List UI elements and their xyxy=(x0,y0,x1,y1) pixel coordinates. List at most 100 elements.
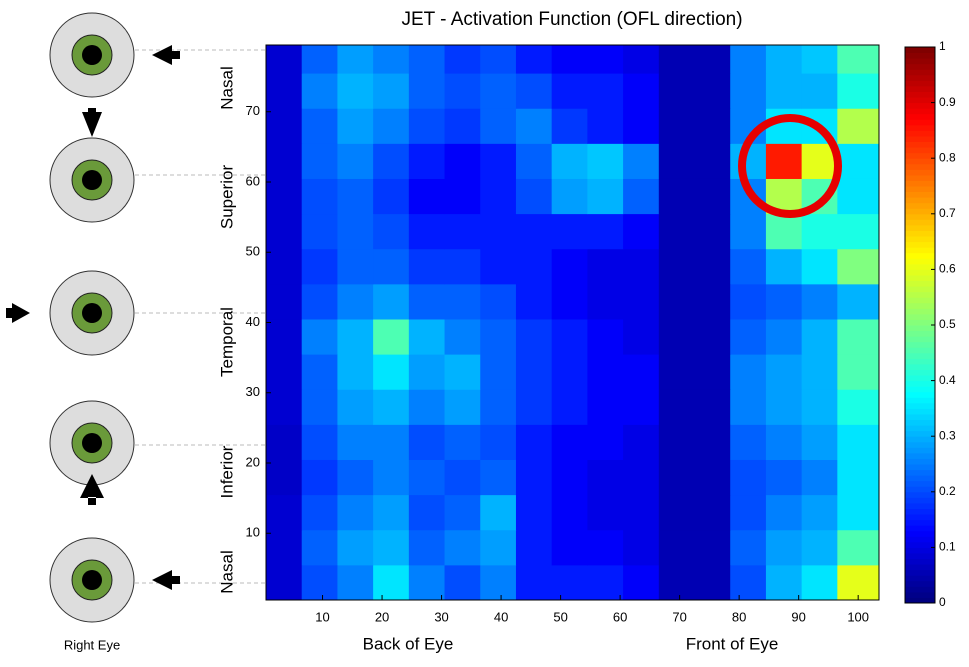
heatmap-cell xyxy=(837,459,880,496)
colorbar-segment xyxy=(905,47,935,54)
colorbar-segment xyxy=(905,375,935,382)
heatmap-cell xyxy=(623,494,660,531)
heatmap-cell xyxy=(658,354,696,390)
heatmap-cell xyxy=(444,564,481,601)
heatmap-cell xyxy=(587,494,624,531)
colorbar-segment xyxy=(905,124,935,131)
heatmap-cell xyxy=(337,564,374,601)
x-region-label: Back of Eye xyxy=(363,634,454,653)
heatmap-cell xyxy=(480,318,517,355)
heatmap-cell xyxy=(837,529,880,566)
heatmap-cell xyxy=(444,459,481,496)
colorbar-segment xyxy=(905,330,935,337)
heatmap-cell xyxy=(515,108,553,144)
heatmap-cell xyxy=(337,143,374,179)
heatmap-cell xyxy=(373,283,410,320)
y-tick-label: 10 xyxy=(246,525,260,540)
colorbar-segment xyxy=(905,286,935,293)
heatmap-cell xyxy=(658,283,696,320)
heatmap-cell xyxy=(266,213,303,250)
heatmap-cell xyxy=(301,459,338,496)
heatmap-cell xyxy=(765,143,803,179)
heatmap-cell xyxy=(623,248,660,285)
heatmap-cell xyxy=(694,73,731,109)
colorbar-segment xyxy=(905,197,935,204)
heatmap-cell xyxy=(551,283,588,320)
heatmap-cell xyxy=(623,283,660,320)
colorbar-segment xyxy=(905,180,935,187)
heatmap-cell xyxy=(765,108,803,144)
heatmap-cell xyxy=(337,424,374,460)
heatmap-cell xyxy=(266,494,303,531)
heatmap-cell xyxy=(373,143,410,179)
heatmap-cell xyxy=(480,213,517,250)
y-tick-label: 30 xyxy=(246,384,260,399)
colorbar-segment xyxy=(905,541,935,548)
colorbar-segment xyxy=(905,464,935,471)
colorbar-segment xyxy=(905,514,935,521)
heatmap-cell xyxy=(837,564,880,601)
heatmap-cell xyxy=(587,248,624,285)
x-tick-label: 100 xyxy=(847,609,869,624)
heatmap-cell xyxy=(658,213,696,250)
y-tick-label: 20 xyxy=(246,454,260,469)
heatmap-cell xyxy=(765,213,803,250)
heatmap-cell xyxy=(515,178,553,215)
colorbar-segment xyxy=(905,436,935,443)
heatmap-cell xyxy=(408,143,446,179)
colorbar-segment xyxy=(905,141,935,148)
heatmap-cell xyxy=(408,459,446,496)
eye-diagram xyxy=(6,12,290,623)
colorbar-segment xyxy=(905,113,935,120)
heatmap-cell xyxy=(730,248,767,285)
heatmap-cell xyxy=(444,318,481,355)
heatmap-cell xyxy=(801,213,838,250)
colorbar-segment xyxy=(905,519,935,526)
x-region-label: Front of Eye xyxy=(686,634,779,653)
heatmap-cell xyxy=(373,45,410,74)
heatmap-cell xyxy=(551,178,588,215)
heatmap-cell xyxy=(480,354,517,390)
heatmap-cell xyxy=(408,318,446,355)
heatmap-cell xyxy=(551,248,588,285)
heatmap-cell xyxy=(730,73,767,109)
heatmap-cell xyxy=(623,389,660,425)
heatmap-cell xyxy=(301,143,338,179)
heatmap-cell xyxy=(623,73,660,109)
heatmap-cell xyxy=(694,389,731,425)
heatmap-cell xyxy=(694,283,731,320)
heatmap-cell xyxy=(694,529,731,566)
heatmap-cell xyxy=(801,459,838,496)
colorbar-segment xyxy=(905,280,935,287)
colorbar-segment xyxy=(905,508,935,515)
heatmap-cell xyxy=(623,318,660,355)
y-region-label: Nasal xyxy=(217,550,236,593)
colorbar-segment xyxy=(905,502,935,509)
heatmap-cell xyxy=(515,354,553,390)
colorbar-segment xyxy=(905,302,935,309)
heatmap-cell xyxy=(480,248,517,285)
pupil xyxy=(82,45,102,65)
heatmap-cell xyxy=(551,564,588,601)
colorbar-segment xyxy=(905,469,935,476)
heatmap-cell xyxy=(551,73,588,109)
heatmap-cell xyxy=(337,318,374,355)
colorbar-segment xyxy=(905,497,935,504)
heatmap-cell xyxy=(623,424,660,460)
heatmap-cell xyxy=(765,389,803,425)
heatmap-cell xyxy=(266,564,303,601)
heatmap-cell xyxy=(301,318,338,355)
colorbar-segment xyxy=(905,352,935,359)
heatmap-cell xyxy=(658,564,696,601)
colorbar-segment xyxy=(905,219,935,226)
heatmap-cell xyxy=(408,529,446,566)
heatmap-cell xyxy=(301,213,338,250)
heatmap-cell xyxy=(515,143,553,179)
colorbar-tick-label: 1 xyxy=(939,39,946,53)
heatmap-cell xyxy=(587,529,624,566)
heatmap-cell xyxy=(551,213,588,250)
heatmap-cell xyxy=(765,529,803,566)
heatmap-cell xyxy=(587,108,624,144)
heatmap-cell xyxy=(373,73,410,109)
